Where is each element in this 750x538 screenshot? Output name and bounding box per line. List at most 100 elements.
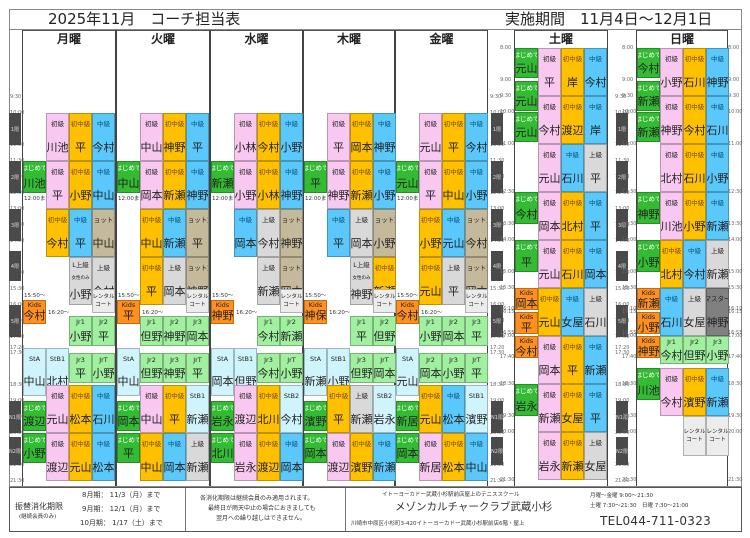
class-cell[interactable]: 中級 石川	[706, 96, 729, 144]
class-cell[interactable]: はじめて岩永	[211, 401, 234, 431]
class-cell[interactable]: 中級 新瀬	[373, 433, 396, 481]
class-cell[interactable]: 中級平	[584, 384, 607, 432]
class-cell[interactable]: 中級 石川	[561, 144, 584, 192]
class-cell[interactable]: 中級 今村	[465, 113, 488, 161]
class-cell[interactable]: 初級 元山	[538, 144, 561, 192]
class-cell[interactable]: 中級 石川	[92, 385, 115, 433]
class-cell[interactable]: レンタル コート	[373, 289, 396, 313]
class-cell[interactable]: 初級 岩永	[234, 433, 257, 481]
class-cell[interactable]: 中級 小野	[373, 161, 396, 209]
class-cell[interactable]: 中級 岡本	[584, 240, 607, 288]
class-cell[interactable]: はじめて平	[515, 240, 538, 272]
class-cell[interactable]: StB1 北村	[46, 347, 69, 396]
class-cell[interactable]: 初中級 元山	[419, 257, 442, 305]
class-cell[interactable]: 中級 新瀬	[163, 209, 186, 257]
class-cell[interactable]: 中級 小野	[465, 161, 488, 209]
class-cell[interactable]: はじめて小野	[23, 433, 46, 463]
class-cell[interactable]: Jr2 岡本	[442, 315, 465, 346]
class-cell[interactable]: 上級 女屋	[683, 288, 706, 336]
class-cell[interactable]: Jr3 岡本	[186, 315, 209, 346]
class-cell[interactable]: はじめて渡辺	[23, 401, 46, 431]
class-cell[interactable]: 初級 川池	[660, 192, 683, 240]
class-cell[interactable]: StA 中山	[117, 347, 140, 396]
class-cell[interactable]: Jr1 小野	[419, 315, 442, 346]
class-cell[interactable]: StB1 濱野	[465, 385, 488, 433]
class-cell[interactable]: StB2 岩永	[373, 385, 396, 433]
class-cell[interactable]: 中級 新瀬	[584, 336, 607, 384]
class-cell[interactable]: 初級平	[46, 161, 69, 209]
class-cell[interactable]: 初級平	[419, 161, 442, 209]
class-cell[interactable]: L上級 女性のみ 小野	[69, 257, 92, 305]
class-cell[interactable]: 上級 新瀬	[186, 433, 209, 481]
class-cell[interactable]: 初中級 小野	[69, 161, 92, 209]
class-cell[interactable]: 初中級 松本	[69, 385, 92, 433]
class-cell[interactable]: 中級 女屋	[561, 288, 584, 336]
class-cell[interactable]: ショット別中山	[92, 209, 115, 257]
class-cell[interactable]: JrT 平	[186, 353, 209, 383]
class-cell[interactable]: StB1 新瀬	[186, 385, 209, 433]
class-cell[interactable]: はじめて岡本	[117, 401, 140, 431]
class-cell[interactable]: 初中級 今村	[46, 209, 69, 257]
class-cell[interactable]: Kids 神野	[211, 299, 234, 324]
class-cell[interactable]: Kids 神野	[637, 336, 660, 358]
class-cell[interactable]: はじめて元山	[396, 161, 419, 193]
class-cell[interactable]: 中級 岡本	[234, 209, 257, 257]
class-cell[interactable]: 初級 神野	[327, 161, 350, 209]
class-cell[interactable]: 初中級 中山	[140, 209, 163, 257]
class-cell[interactable]: 初級 中山	[140, 113, 163, 161]
class-cell[interactable]: 初中級 小野	[419, 209, 442, 257]
class-cell[interactable]: StA 中山	[23, 347, 46, 396]
class-cell[interactable]: 初級 元山	[538, 240, 561, 288]
class-cell[interactable]: 初級 渡辺	[46, 433, 69, 481]
class-cell[interactable]: 中級 中山	[465, 433, 488, 481]
class-cell[interactable]: 中級 小野	[706, 144, 729, 192]
class-cell[interactable]: 中級平	[584, 192, 607, 240]
class-cell[interactable]: Kids 平	[515, 312, 538, 334]
class-cell[interactable]: レンタル コート	[280, 289, 303, 313]
class-cell[interactable]: はじめて新瀬	[637, 81, 660, 111]
class-cell[interactable]: レンタル コート	[186, 289, 209, 313]
class-cell[interactable]: 初中級 小野	[683, 192, 706, 240]
class-cell[interactable]: 初級 新居	[419, 433, 442, 481]
class-cell[interactable]: 初中級 渡辺	[561, 96, 584, 144]
class-cell[interactable]: 初中級新瀬	[350, 161, 373, 209]
class-cell[interactable]: はじめて小野	[637, 240, 660, 272]
class-cell[interactable]: レンタル コート	[92, 289, 115, 313]
class-cell[interactable]: 初中級 石川	[683, 144, 706, 192]
class-cell[interactable]: Kids 小野	[637, 312, 660, 334]
class-cell[interactable]: Kids 平	[117, 299, 140, 324]
class-cell[interactable]: 初中級平	[69, 113, 92, 161]
class-cell[interactable]: Jr2 神野	[163, 315, 186, 346]
class-cell[interactable]: 中級 松本	[92, 433, 115, 481]
class-cell[interactable]: レンタル コート	[465, 289, 488, 313]
class-cell[interactable]: はじめて今村	[515, 192, 538, 224]
class-cell[interactable]: はじめて北川	[211, 433, 234, 463]
class-cell[interactable]: はじめて平	[304, 161, 327, 193]
class-cell[interactable]: 中級岸	[584, 96, 607, 144]
class-cell[interactable]: Kids 今村	[23, 299, 46, 324]
class-cell[interactable]: マスター神野	[706, 288, 729, 336]
class-cell[interactable]: JrT 小野	[280, 353, 303, 383]
class-cell[interactable]: 中級 松本	[442, 385, 465, 433]
class-cell[interactable]: Kids 今村	[515, 336, 538, 358]
class-cell[interactable]: はじめて平	[117, 433, 140, 463]
class-cell[interactable]: Jr3 小野	[442, 353, 465, 383]
class-cell[interactable]: 初中級 北村	[561, 192, 584, 240]
class-cell[interactable]: ショット別平	[186, 209, 209, 257]
class-cell[interactable]: 初級 岡本	[538, 336, 561, 384]
class-cell[interactable]: 上級 岡本	[350, 209, 373, 257]
class-cell[interactable]: 中級 石川	[660, 288, 683, 336]
class-cell[interactable]: Jr3 平	[465, 315, 488, 346]
class-cell[interactable]: 中級 今村	[683, 240, 706, 288]
class-cell[interactable]: 上級 新瀬	[257, 257, 280, 305]
class-cell[interactable]: 初級平	[327, 113, 350, 161]
class-cell[interactable]: 中級 神野	[186, 161, 209, 209]
class-cell[interactable]: 初級 小野	[234, 161, 257, 209]
class-cell[interactable]: Kids 新瀬	[637, 288, 660, 310]
class-cell[interactable]: 初中級 石川	[561, 240, 584, 288]
class-cell[interactable]: はじめて新瀬	[637, 112, 660, 142]
class-cell[interactable]: 初級 新瀬	[538, 384, 561, 432]
class-cell[interactable]: 初級 今村	[538, 96, 561, 144]
class-cell[interactable]: 初中級 女屋	[561, 384, 584, 432]
class-cell[interactable]: 初中級 岡本	[350, 113, 373, 161]
